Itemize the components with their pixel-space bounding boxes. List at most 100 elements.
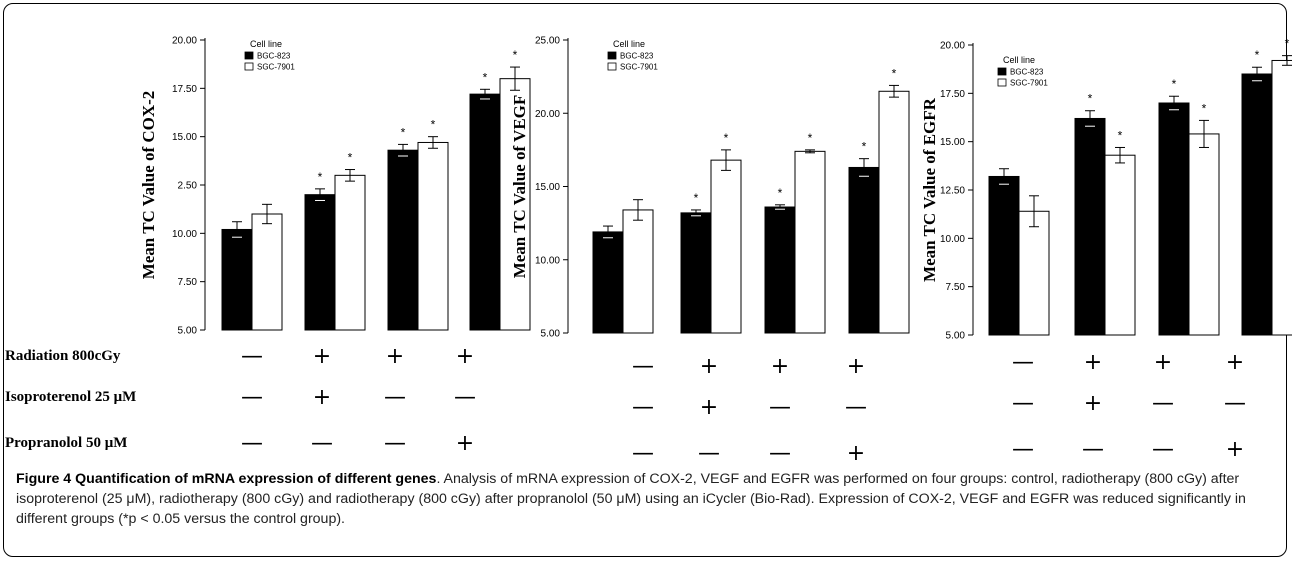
treatment-plus: + [455, 431, 475, 456]
bar-bgc-823 [592, 231, 624, 334]
legend-label: BGC-823 [1010, 68, 1044, 77]
bar-bgc-823 [988, 175, 1020, 336]
legend-swatch [607, 62, 617, 71]
bar-bgc-823 [764, 206, 796, 334]
bar-sgc-7901 [622, 209, 654, 334]
treatment-label: Propranolol 50 μM [5, 435, 128, 451]
y-axis-label: Mean TC Value of COX-2 [139, 91, 158, 280]
y-tick-label: 2.50 [178, 181, 198, 192]
treatment-plus: + [1153, 350, 1173, 375]
significance-marker: * [724, 131, 729, 145]
y-tick-label: 20.00 [940, 41, 965, 52]
bar-bgc-823 [387, 149, 419, 331]
significance-marker: * [862, 140, 867, 154]
y-tick-label: 7.50 [946, 282, 966, 293]
legend-label: BGC-823 [620, 52, 654, 61]
treatment-plus: + [1083, 350, 1103, 375]
caption-text: . Analysis of mRNA expression of COX-2, … [16, 471, 1246, 527]
bar-sgc-7901 [1104, 154, 1136, 336]
treatment-minus: — [241, 344, 263, 369]
treatment-plus: + [699, 354, 719, 379]
y-tick-label: 12.50 [940, 186, 965, 197]
significance-marker: * [401, 125, 406, 139]
y-tick-label: 10.00 [172, 229, 197, 240]
bar-bgc-823 [304, 194, 336, 331]
y-tick-label: 15.00 [535, 182, 560, 193]
significance-marker: * [1202, 101, 1207, 115]
y-axis-label: Mean TC Value of EGFR [920, 97, 939, 282]
y-axis-label: Mean TC Value of VEGF [510, 95, 529, 279]
significance-marker: * [513, 48, 518, 62]
treatment-minus: — [632, 395, 654, 420]
legend-title: Cell line [250, 39, 282, 49]
bar-sgc-7901 [334, 174, 366, 331]
bar-sgc-7901 [1271, 59, 1292, 336]
y-tick-label: 5.00 [178, 326, 198, 337]
significance-marker: * [1118, 128, 1123, 142]
bar-bgc-823 [1241, 73, 1273, 336]
significance-marker: * [483, 70, 488, 84]
treatment-minus: — [1224, 391, 1246, 416]
treatment-minus: — [311, 431, 333, 456]
bar-sgc-7901 [794, 150, 826, 334]
bar-bgc-823 [469, 93, 501, 331]
legend-label: SGC-7901 [257, 63, 295, 72]
y-tick-label: 7.50 [178, 277, 198, 288]
treatment-minus: — [769, 395, 791, 420]
treatment-minus: — [1152, 437, 1174, 462]
bar-sgc-7901 [251, 213, 283, 331]
treatment-plus: + [312, 385, 332, 410]
legend-label: SGC-7901 [620, 63, 658, 72]
bar-bgc-823 [1158, 102, 1190, 336]
treatment-minus: — [1012, 437, 1034, 462]
treatment-plus: + [1225, 350, 1245, 375]
y-tick-label: 20.00 [535, 109, 560, 120]
significance-marker: * [348, 151, 353, 165]
treatment-label: Radiation 800cGy [5, 348, 121, 364]
significance-marker: * [431, 118, 436, 132]
treatment-minus: — [241, 385, 263, 410]
caption-title: Figure 4 Quantification of mRNA expressi… [16, 471, 437, 487]
treatment-plus: + [846, 441, 866, 466]
significance-marker: * [318, 170, 323, 184]
y-tick-label: 10.00 [535, 255, 560, 266]
significance-marker: * [1088, 92, 1093, 106]
treatment-minus: — [632, 441, 654, 466]
significance-marker: * [1255, 48, 1260, 62]
y-tick-label: 25.00 [535, 36, 560, 47]
y-tick-label: 17.50 [172, 84, 197, 95]
treatment-minus: — [1012, 391, 1034, 416]
chart-panel-2: 5.00 10.00 15.00 20.00 25.00 Mean TC Value of… [510, 36, 910, 340]
bar-sgc-7901 [1188, 133, 1220, 336]
legend-label: SGC-7901 [1010, 79, 1048, 88]
treatment-minus: — [845, 395, 867, 420]
legend-swatch [607, 51, 617, 60]
treatment-minus: — [698, 441, 720, 466]
treatment-plus: + [1225, 437, 1245, 462]
bar-bgc-823 [1074, 117, 1106, 336]
treatment-plus: + [770, 354, 790, 379]
treatment-minus: — [632, 354, 654, 379]
y-tick-label: 10.00 [940, 234, 965, 245]
treatment-minus: — [241, 431, 263, 456]
treatment-plus: + [385, 344, 405, 369]
treatment-minus: — [1082, 437, 1104, 462]
charts-area: 5.00 7.50 10.00 2.50 15.00 17.50 20.00 Mean TC … [139, 36, 1292, 342]
legend-swatch [244, 62, 254, 71]
treatment-minus: — [1012, 350, 1034, 375]
bar-sgc-7901 [417, 141, 449, 331]
legend-label: BGC-823 [257, 52, 291, 61]
significance-marker: * [1172, 77, 1177, 91]
y-tick-label: 20.00 [172, 36, 197, 47]
treatment-minus: — [454, 385, 476, 410]
chart-panel-1: 5.00 7.50 10.00 2.50 15.00 17.50 20.00 Mean TC … [139, 36, 531, 337]
y-tick-label: 15.00 [940, 137, 965, 148]
significance-marker: * [808, 131, 813, 145]
treatment-label: Isoproterenol 25 μM [5, 389, 137, 405]
y-tick-label: 15.00 [172, 132, 197, 143]
treatment-minus: — [769, 441, 791, 466]
treatment-minus: — [384, 385, 406, 410]
legend-title: Cell line [613, 39, 645, 49]
bar-sgc-7901 [710, 159, 742, 334]
treatment-minus: — [1152, 391, 1174, 416]
